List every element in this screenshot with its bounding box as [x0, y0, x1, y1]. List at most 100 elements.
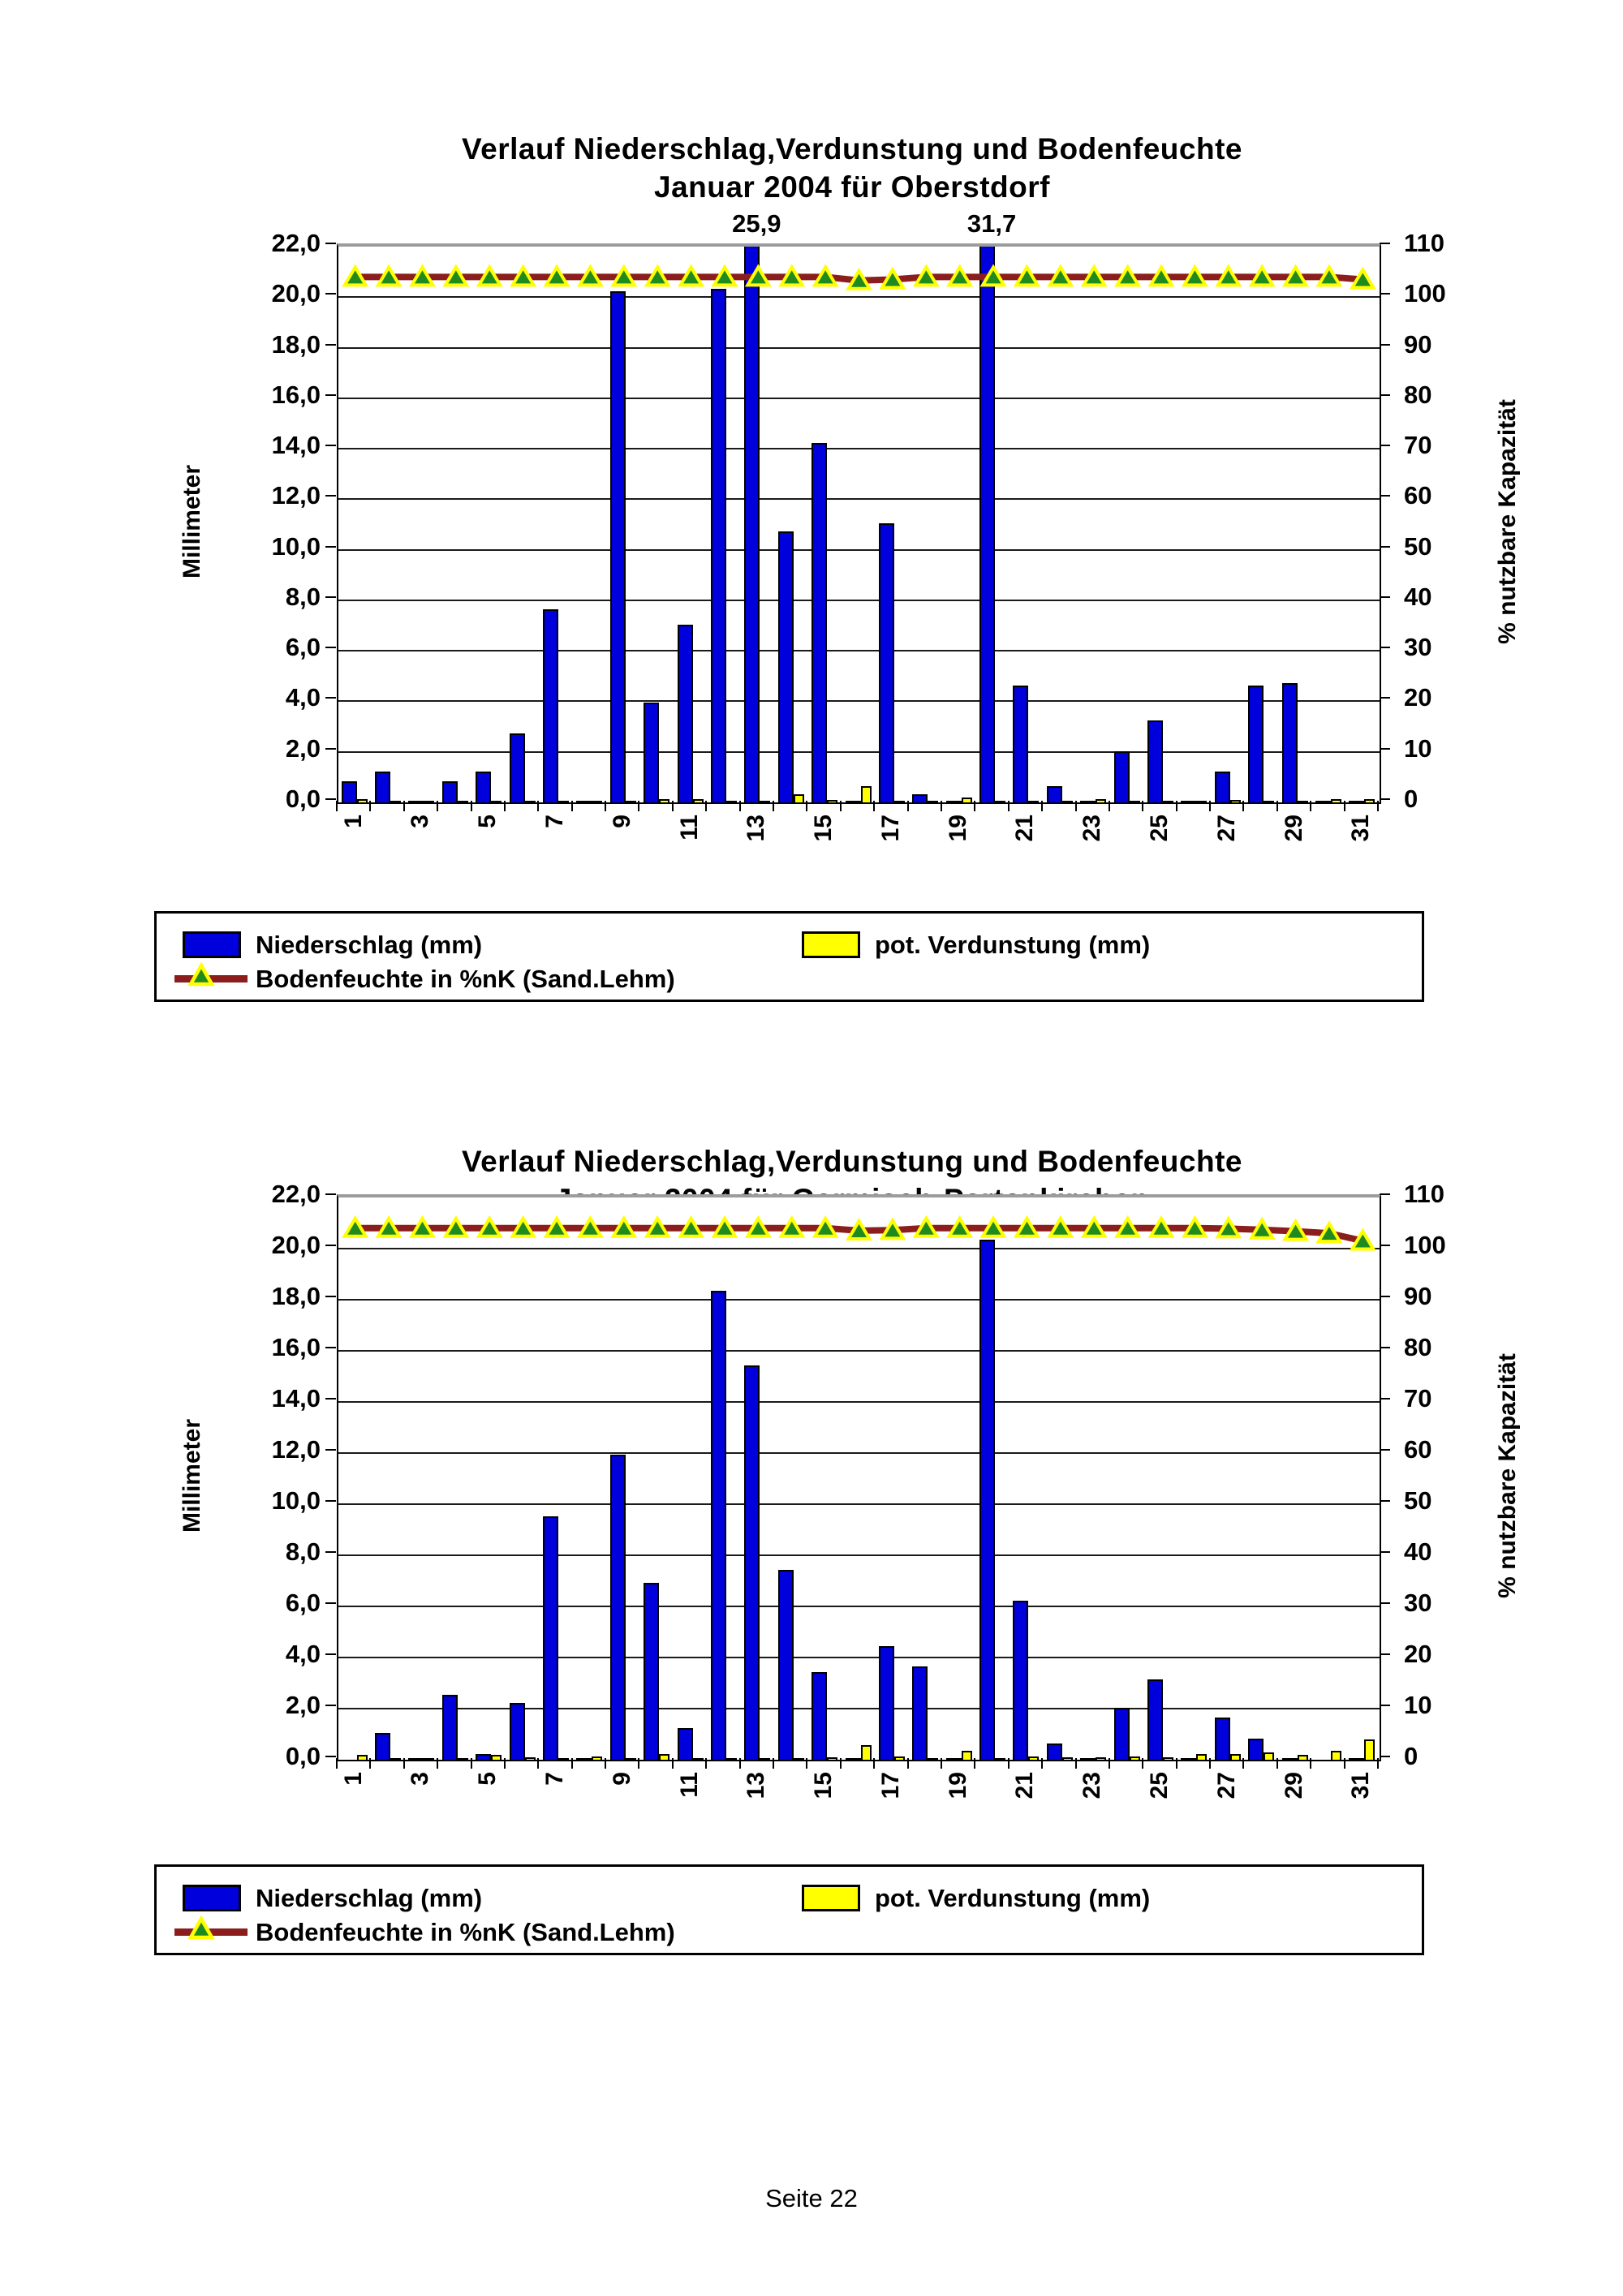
axis-tick	[638, 801, 640, 811]
bar-verdunstung	[659, 798, 670, 802]
triangle-marker-icon	[1315, 1220, 1343, 1244]
triangle-marker-icon	[342, 264, 369, 287]
triangle-marker-icon	[1047, 264, 1074, 287]
x-axis-label: 1	[339, 1772, 367, 1786]
triangle-marker-icon	[1147, 264, 1175, 287]
legend-label-niederschlag: Niederschlag (mm)	[256, 931, 483, 959]
bar-verdunstung	[1229, 800, 1241, 802]
bar-verdunstung	[928, 801, 939, 802]
axis-tick	[537, 1758, 540, 1769]
axis-tick	[873, 801, 876, 811]
legend-label-verdunstung: pot. Verdunstung (mm)	[875, 1884, 1151, 1912]
chart1-plot-area	[337, 243, 1381, 804]
x-axis-label: 19	[944, 1772, 971, 1799]
gridline	[338, 1401, 1380, 1403]
y-axis-label-right: 100	[1404, 279, 1446, 308]
axis-tick	[1380, 697, 1390, 699]
axis-tick	[773, 801, 775, 811]
y-axis-label-right: 20	[1404, 1640, 1432, 1668]
axis-tick	[325, 1653, 336, 1655]
gridline	[338, 346, 1380, 349]
y-axis-label-right: 0	[1404, 785, 1419, 813]
axis-tick	[1380, 1245, 1390, 1246]
y-axis-label-left: 12,0	[271, 481, 321, 510]
bar-verdunstung	[356, 798, 368, 802]
triangle-marker-icon	[1181, 1215, 1208, 1238]
bar-niederschlag	[509, 733, 525, 802]
axis-tick	[503, 1758, 506, 1769]
bar-verdunstung	[995, 1758, 1006, 1760]
triangle-marker-icon	[912, 1215, 940, 1238]
bar-verdunstung	[1028, 801, 1040, 802]
bar-verdunstung	[827, 800, 838, 802]
bar-verdunstung	[1330, 1751, 1341, 1760]
y-axis-label-left: 22,0	[271, 229, 321, 257]
triangle-marker-icon	[845, 267, 873, 290]
x-axis-label: 9	[608, 1772, 635, 1786]
axis-tick	[570, 801, 573, 811]
axis-tick	[873, 1758, 876, 1769]
x-axis-label: 17	[876, 1772, 904, 1799]
triangle-marker-icon	[1215, 1215, 1242, 1239]
axis-tick	[325, 1347, 336, 1348]
bar-verdunstung	[1330, 798, 1341, 802]
bar-niederschlag	[1013, 685, 1029, 802]
triangle-marker-icon	[1282, 1218, 1310, 1241]
bar-niederschlag	[945, 1758, 962, 1760]
axis-tick	[325, 243, 336, 244]
bar-niederschlag	[1281, 682, 1298, 802]
bar-niederschlag	[1349, 1758, 1365, 1760]
y-axis-label-left: 18,0	[271, 1282, 321, 1310]
y-axis-label-right: 80	[1404, 380, 1432, 409]
bar-niederschlag	[609, 1455, 626, 1760]
legend-label-bodenfeuchte: Bodenfeuchte in %nK (Sand.Lehm)	[256, 1918, 675, 1946]
triangle-marker-icon	[510, 264, 537, 287]
bar-niederschlag	[1214, 1718, 1230, 1760]
triangle-marker-icon	[1080, 264, 1108, 287]
bar-verdunstung	[692, 1758, 704, 1760]
axis-tick	[1380, 595, 1390, 598]
triangle-marker-icon	[912, 264, 940, 287]
x-axis-label: 1	[339, 815, 367, 828]
axis-tick	[1380, 495, 1390, 497]
bar-niederschlag	[677, 624, 693, 802]
bar-niederschlag	[1046, 1743, 1062, 1760]
triangle-marker-icon	[711, 264, 738, 287]
bar-verdunstung	[1364, 798, 1375, 802]
axis-tick	[940, 801, 942, 811]
bar-niederschlag	[1147, 720, 1163, 802]
bar-verdunstung	[1162, 1757, 1173, 1760]
axis-tick	[738, 1758, 741, 1769]
bar-verdunstung	[1229, 1753, 1241, 1760]
axis-tick	[1380, 747, 1390, 750]
axis-tick	[1380, 1653, 1390, 1655]
axis-tick	[325, 393, 336, 396]
y-axis-label-right: 30	[1404, 1589, 1432, 1617]
y-axis-label-right: 90	[1404, 329, 1432, 359]
triangle-marker-icon	[1282, 264, 1310, 287]
axis-tick	[705, 801, 708, 811]
bar-verdunstung	[1061, 801, 1073, 802]
y-axis-label-right: 60	[1404, 1435, 1432, 1464]
bar-niederschlag	[979, 247, 996, 802]
triangle-marker-icon	[1114, 264, 1142, 287]
x-axis-label: 21	[1011, 815, 1039, 842]
chart1-legend-box: Niederschlag (mm) pot. Verdunstung (mm) …	[154, 911, 1424, 1002]
axis-tick	[403, 1758, 405, 1769]
axis-tick	[369, 1758, 372, 1769]
legend-line-sample	[174, 1928, 248, 1936]
bar-verdunstung	[827, 1757, 838, 1760]
triangle-marker-icon	[342, 1215, 369, 1238]
y-axis-label-right: 20	[1404, 683, 1432, 712]
axis-tick	[1276, 1758, 1278, 1769]
axis-tick	[369, 801, 372, 811]
bar-niederschlag	[812, 442, 828, 802]
triangle-marker-icon	[644, 1215, 671, 1238]
bar-niederschlag	[609, 290, 626, 802]
bar-niederschlag	[777, 531, 794, 802]
axis-tick	[906, 801, 909, 811]
axis-tick	[1380, 293, 1390, 295]
y-axis-label-right: 10	[1404, 733, 1432, 763]
bar-value-label: 25,9	[732, 209, 781, 238]
x-axis-label: 29	[1280, 815, 1307, 842]
